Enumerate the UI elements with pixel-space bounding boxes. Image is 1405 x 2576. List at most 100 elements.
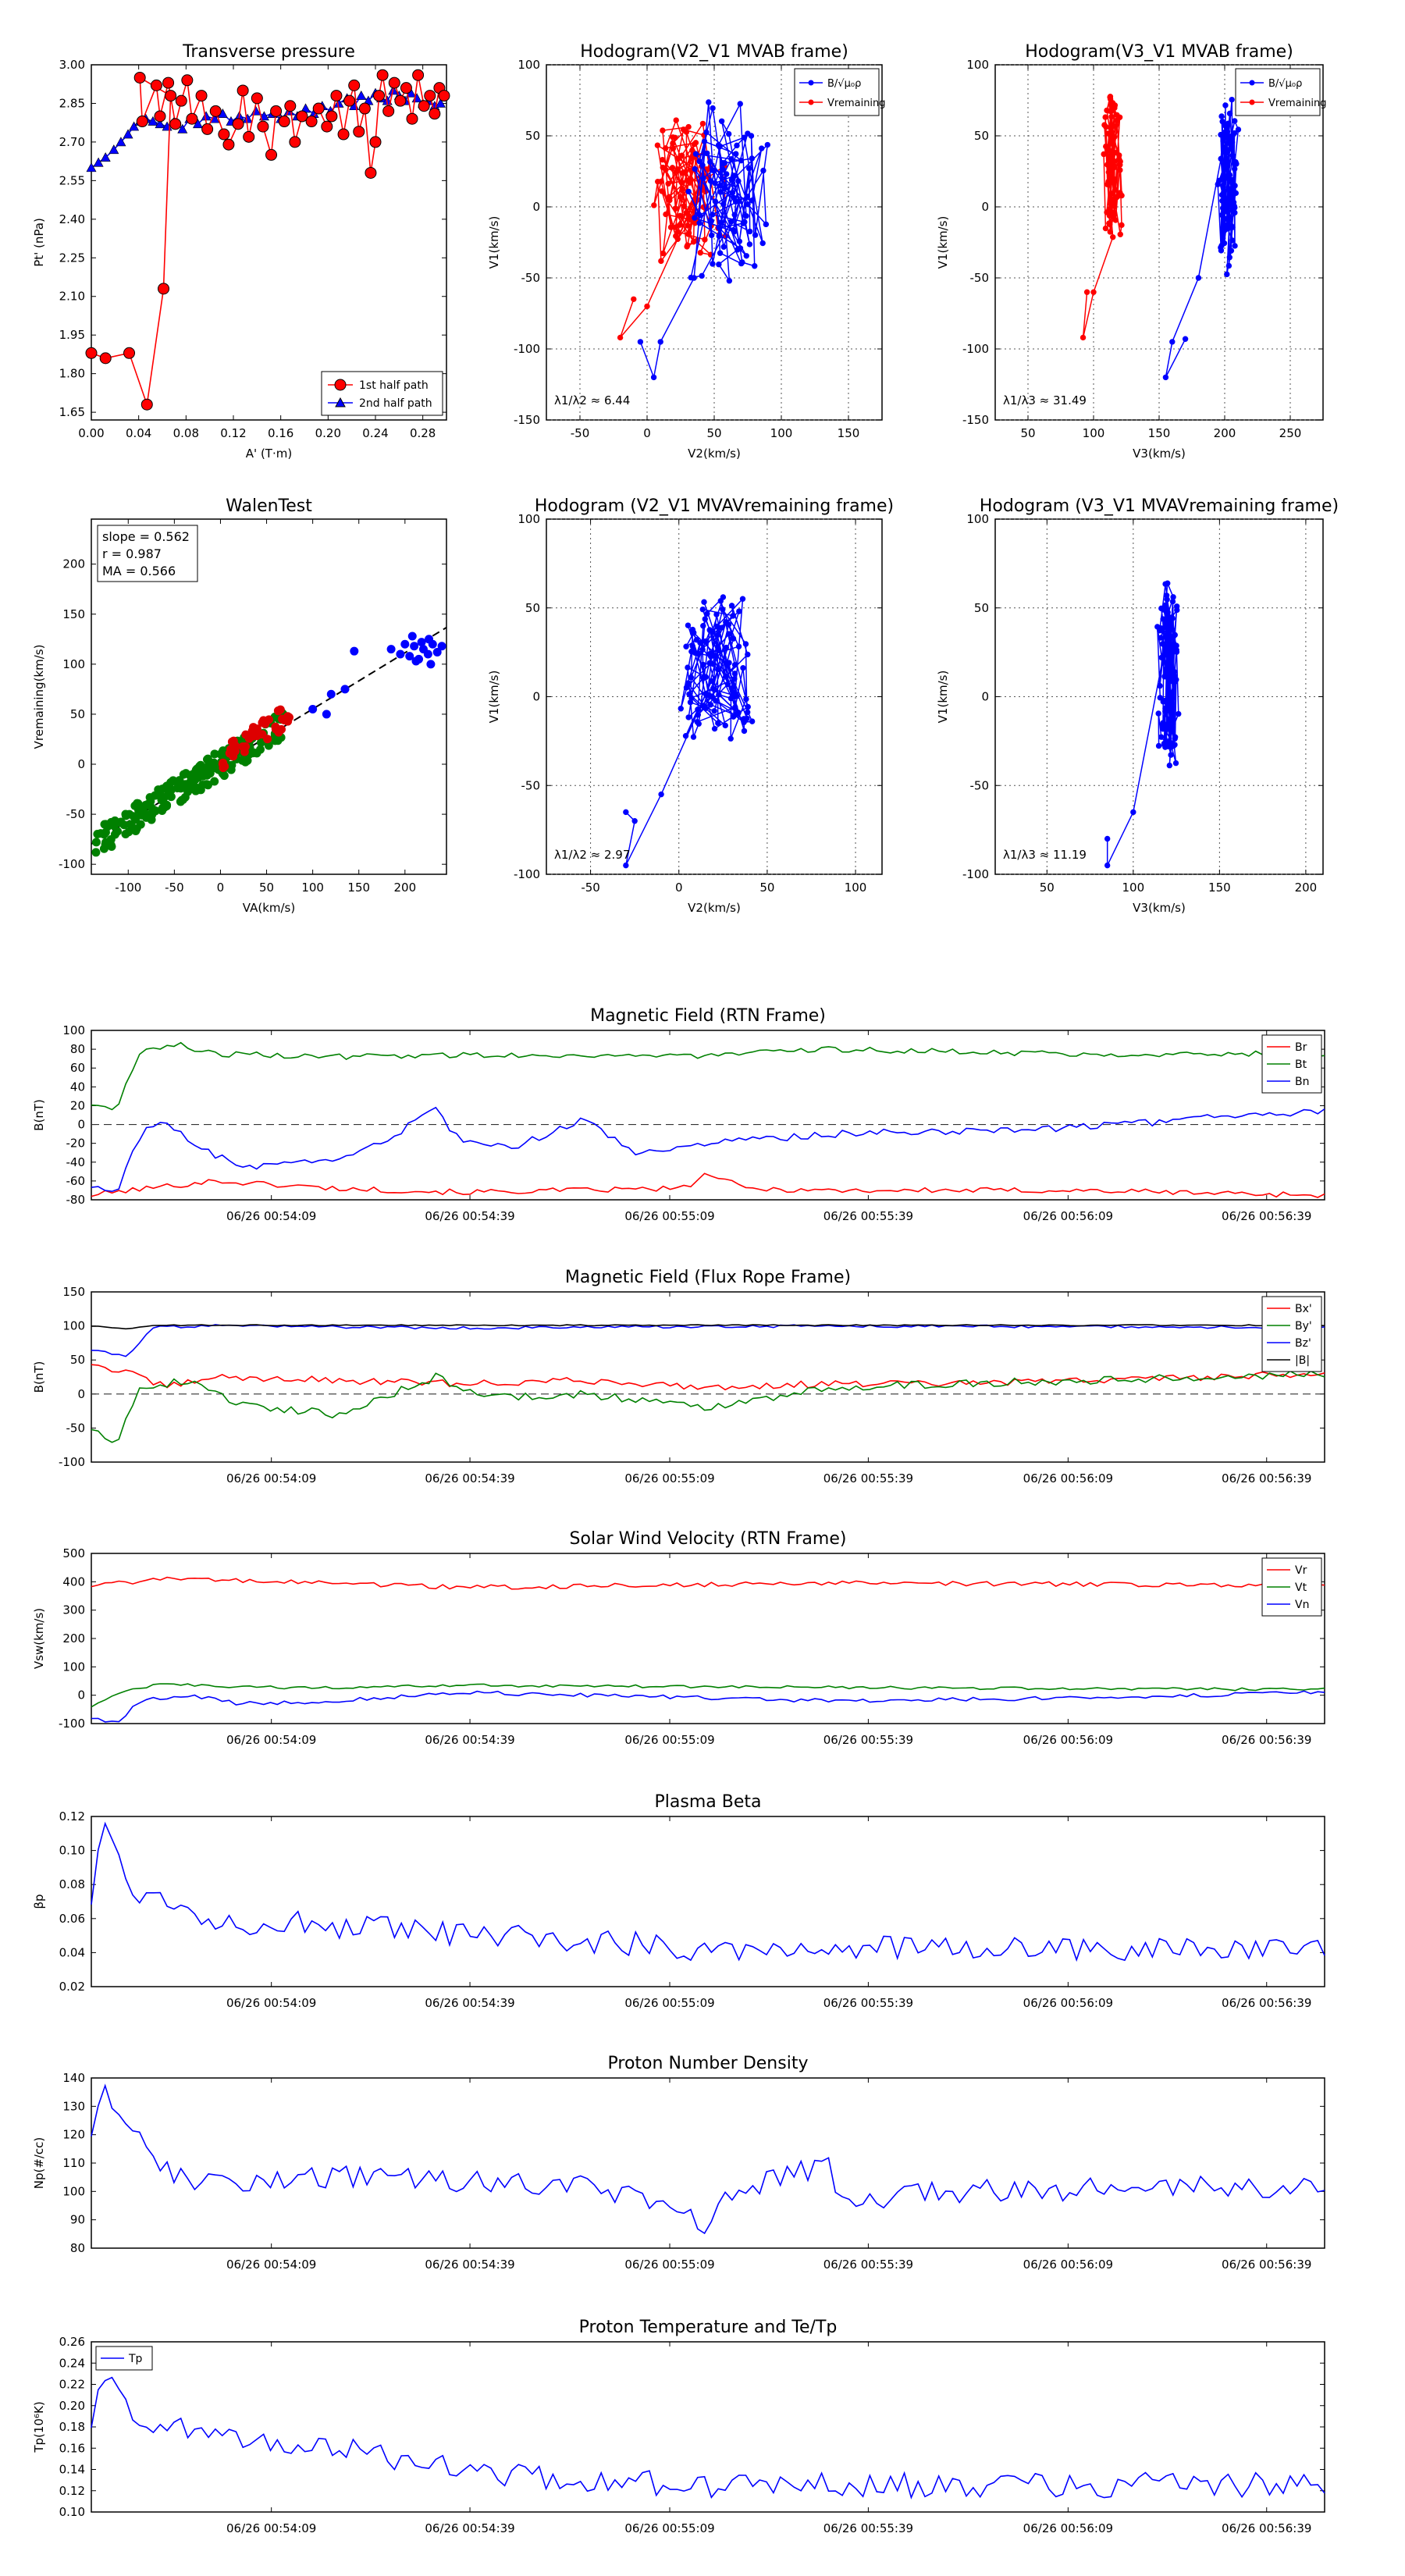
h2-red-series-point	[1105, 178, 1112, 185]
bfr-xtick-label: 06/26 00:56:39	[1222, 1471, 1311, 1485]
h2-blue-series-point	[1226, 254, 1232, 261]
walen-stat: MA = 0.566	[102, 564, 176, 578]
h1-blue-series-point	[691, 275, 697, 281]
h2-blue-series-point	[1169, 339, 1176, 345]
h1-blue-series-point	[731, 212, 738, 218]
h2-red-series-line	[1082, 96, 1122, 338]
h2-ylabel: V1(km/s)	[936, 216, 950, 269]
h1-legend	[794, 68, 880, 116]
h1-blue-series-point	[717, 143, 723, 150]
h3-blue-series-point	[726, 631, 732, 637]
h3-blue-series-point	[685, 664, 691, 671]
vsw-legend-label: Vt	[1295, 1582, 1307, 1594]
h4-blue-series-point	[1160, 616, 1166, 622]
tp-xtick-label: 06/26 00:54:39	[425, 2521, 514, 2535]
walen-point-green	[166, 792, 176, 802]
h3-blue-series-point	[700, 661, 706, 668]
h1-blue-series-point	[650, 374, 657, 381]
brtn-legend-label: Br	[1295, 1041, 1307, 1054]
h1-red-series-point	[672, 134, 678, 141]
h2-red-series-point	[1109, 141, 1116, 147]
walen-point-red	[263, 735, 272, 744]
beta-ytick-label: 0.04	[59, 1945, 85, 1959]
h2-red-series-point	[1109, 100, 1116, 106]
h1-ytick-label: 50	[525, 129, 540, 143]
h2-blue-series-point	[1220, 183, 1226, 190]
brtn-xtick-label: 06/26 00:55:39	[823, 1209, 913, 1223]
h1-legend-label: Vremaining	[827, 98, 886, 109]
h2-blue-series-point	[1222, 159, 1229, 165]
pt-xtick-label: 0.24	[362, 426, 388, 440]
h3-blue-series-point	[726, 660, 732, 666]
walen-point-green	[131, 815, 140, 824]
h2-blue-series-point	[1182, 336, 1189, 342]
h4-blue-series-point	[1167, 724, 1174, 731]
h1-blue-series-point	[708, 232, 715, 239]
h1-blue-series-point	[657, 339, 663, 345]
h3-xtick-label: 100	[845, 881, 867, 895]
h2-blue-series-point	[1224, 271, 1230, 278]
h4-xtick-label: 200	[1295, 881, 1318, 895]
h2-red-series-point	[1104, 162, 1111, 168]
h4-blue-series-point	[1158, 625, 1165, 632]
pt-2nd-half-point	[148, 116, 158, 126]
h2-blue-series-point	[1235, 126, 1242, 133]
walen-point-blue	[437, 642, 446, 651]
h3-blue-series-point	[716, 692, 722, 698]
h2-red-series-point	[1115, 155, 1122, 162]
h2-blue-series-point	[1220, 173, 1227, 180]
h3-blue-series-point	[711, 686, 718, 693]
h1-blue-series-point	[731, 194, 737, 201]
h4-blue-series-point	[1162, 697, 1168, 703]
h3-blue-series-point	[711, 708, 717, 714]
h1-blue-series-point	[696, 220, 702, 226]
h1-red-series-point	[677, 212, 684, 219]
h3-blue-series-point	[727, 735, 734, 742]
h2-blue-series-point	[1228, 191, 1234, 198]
walen-ytick-label: 100	[62, 657, 85, 671]
h3-blue-series-point	[741, 716, 747, 722]
pt-legend-marker	[335, 397, 346, 407]
h4-blue-series-point	[1166, 762, 1173, 769]
walen-xlabel: VA(km/s)	[243, 901, 295, 915]
h1-blue-series-point	[763, 221, 770, 228]
h3-blue-series-point	[749, 718, 756, 724]
tp-xtick-label: 06/26 00:56:09	[1023, 2521, 1113, 2535]
h1-xtick-label: 0	[643, 426, 651, 440]
h2-blue-series-point	[1224, 123, 1230, 130]
pt-xtick-label: 0.00	[78, 426, 104, 440]
walen-ytick-label: -50	[66, 807, 86, 821]
h3-blue-series-point	[695, 650, 702, 657]
h1-blue-series-point	[752, 232, 759, 238]
h1-blue-series-point	[692, 151, 699, 157]
np-Np-series-line	[91, 2083, 1325, 2235]
walen-xtick-label: 0	[217, 881, 225, 895]
pt-ytick-label: 2.85	[59, 96, 85, 110]
walen-stat: slope = 0.562	[102, 529, 190, 544]
pt-1st-half-point	[209, 105, 222, 117]
h4-blue-series-point	[1165, 686, 1172, 693]
walen-point-red	[271, 722, 280, 731]
h3-blue-series-point	[713, 698, 719, 704]
h3-blue-series-point	[631, 818, 638, 824]
h1-blue-series-point	[718, 118, 725, 125]
h2-blue-series-point	[1224, 215, 1230, 222]
h1-xtick-label: -50	[571, 426, 590, 440]
h1-blue-series-point	[692, 165, 698, 173]
walen-ylabel: Vremaining(km/s)	[32, 645, 46, 749]
h3-title: Hodogram (V2_V1 MVAVremaining frame)	[535, 496, 894, 516]
brtn-xtick-label: 06/26 00:55:09	[624, 1209, 714, 1223]
h3-blue-series-point	[682, 733, 689, 739]
walen-point-green	[147, 815, 156, 824]
pt-ytick-label: 2.25	[59, 251, 85, 265]
h3-blue-series-point	[711, 725, 718, 732]
h3-ytick-label: 50	[525, 601, 540, 615]
vsw-xtick-label: 06/26 00:55:09	[624, 1733, 714, 1747]
h1-red-series-point	[631, 296, 637, 302]
vsw-Vr-series-line	[91, 1576, 1325, 1590]
h1-red-series-point	[674, 229, 681, 235]
h1-blue-series-point	[685, 188, 692, 195]
np-xtick-label: 06/26 00:56:09	[1023, 2258, 1113, 2272]
h2-xtick-label: 50	[1020, 426, 1035, 440]
pt-1st-half-point	[296, 110, 308, 123]
